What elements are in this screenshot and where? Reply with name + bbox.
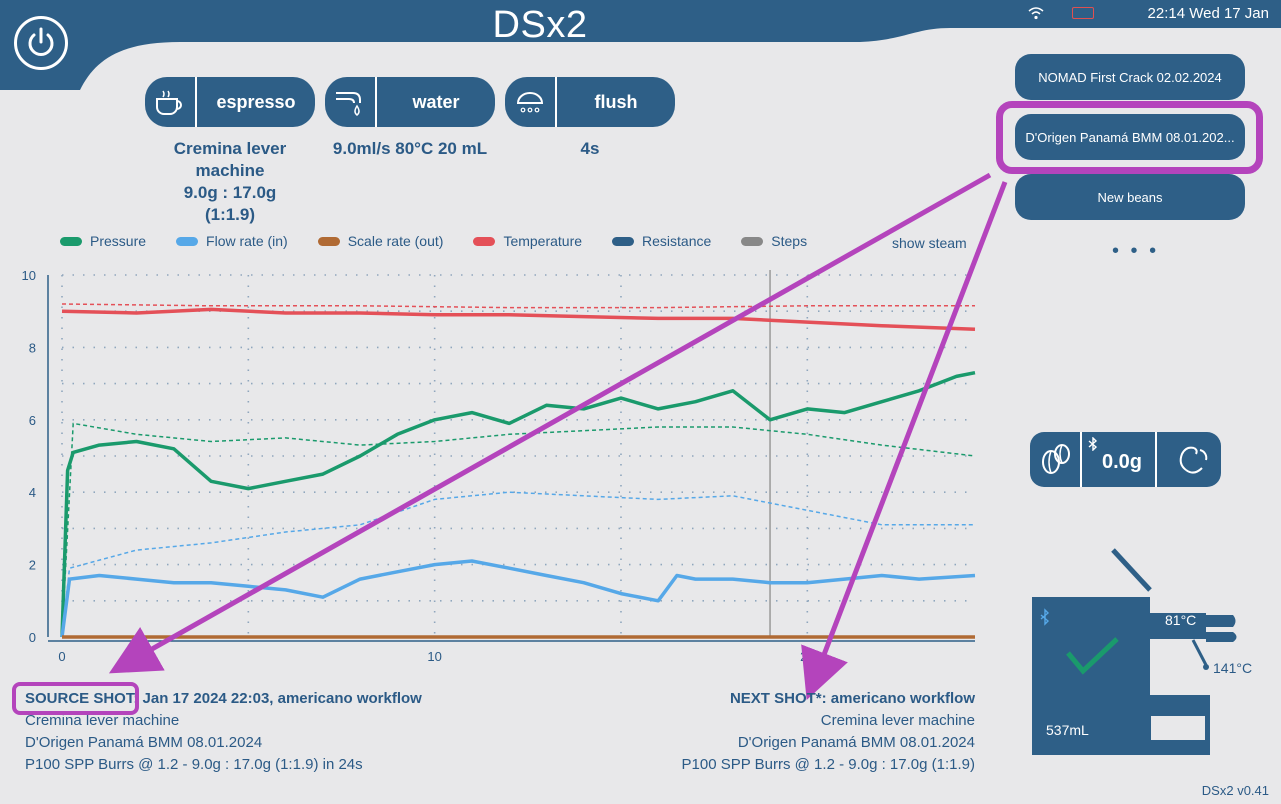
y-tick-label: 6 [29, 413, 36, 428]
app-title: DSx2 [492, 4, 588, 46]
next-shot-grind: P100 SPP Burrs @ 1.2 - 9.0g : 17.0g (1:1… [681, 756, 975, 773]
legend-flow[interactable]: Flow rate (in) [176, 233, 288, 249]
shot-chart: 0 2 4 6 8 10 0 10 20 [22, 268, 976, 664]
espresso-button[interactable]: espresso [145, 77, 315, 127]
source-shot-beans: D'Origen Panamá BMM 08.01.2024 [25, 734, 263, 751]
steam-temperature: 141°C [1213, 660, 1253, 676]
source-shot-label: SOURCE SHOT: [25, 690, 139, 707]
y-tick-label: 8 [29, 340, 36, 355]
y-tick-label: 10 [22, 268, 36, 283]
series-temperature-dashed [61, 303, 975, 309]
espresso-info: Cremina lever machine 9.0g : 17.0g (1:1.… [173, 139, 287, 224]
next-shot-head: NEXT SHOT*: americano workflow [729, 690, 975, 707]
preset-dorigen[interactable]: D'Origen Panamá BMM 08.01.202... [1015, 114, 1245, 160]
legend-swatch [612, 236, 635, 246]
bluetooth-icon [1088, 437, 1098, 451]
show-steam-toggle[interactable]: show steam [892, 235, 967, 251]
series-flow-rate-in--solid [60, 559, 976, 638]
flush-info: 4s [580, 139, 600, 158]
x-tick-label: 20 [800, 649, 814, 664]
x-tick-label: 0 [58, 649, 65, 664]
legend-steps[interactable]: Steps [741, 233, 807, 249]
legend-label: Resistance [642, 233, 712, 249]
wifi-icon [1028, 7, 1044, 20]
source-shot-highlight [12, 682, 139, 715]
water-level: 537mL [1046, 722, 1089, 738]
ready-check-icon [1066, 637, 1119, 675]
group-temperature: 81°C [1165, 612, 1197, 628]
legend-pressure[interactable]: Pressure [60, 233, 146, 249]
source-shot-info: SOURCE SHOT: Jan 17 2024 22:03, american… [25, 688, 422, 776]
app-version: DSx2 v0.41 [1201, 783, 1269, 798]
water-label: water [412, 91, 460, 112]
legend-resistance[interactable]: Resistance [612, 233, 711, 249]
power-button[interactable] [14, 16, 68, 70]
more-presets-button[interactable]: • • • [1112, 240, 1160, 262]
legend-label: Scale rate (out) [347, 233, 444, 249]
preset-nomad[interactable]: NOMAD First Crack 02.02.2024 [1015, 54, 1245, 100]
preset-new-beans[interactable]: New beans [1015, 174, 1245, 220]
espresso-label: espresso [216, 91, 296, 112]
source-shot-machine: Cremina lever machine [25, 712, 180, 729]
y-tick-label: 0 [29, 630, 36, 645]
series-temperature-solid [61, 307, 976, 332]
legend-label: Temperature [503, 233, 583, 249]
power-icon [28, 27, 54, 56]
next-shot-beans: D'Origen Panamá BMM 08.01.2024 [737, 734, 975, 751]
legend-temperature[interactable]: Temperature [473, 233, 582, 249]
battery-icon [1072, 7, 1094, 19]
top-bar [0, 0, 1281, 90]
legend-swatch [60, 236, 82, 246]
legend-swatch [317, 236, 340, 246]
legend-swatch [473, 236, 496, 246]
legend-label: Flow rate (in) [206, 233, 288, 249]
coffee-beans-icon[interactable] [1040, 442, 1072, 476]
machine-status [1032, 548, 1237, 755]
legend-label: Pressure [90, 233, 147, 249]
y-tick-label: 2 [29, 558, 36, 573]
flush-label: flush [594, 91, 638, 112]
flush-button[interactable]: flush [505, 77, 675, 127]
y-tick-label: 4 [29, 485, 36, 500]
shower-head-icon [516, 92, 544, 113]
coffee-cup-icon [156, 90, 182, 115]
legend-scale-rate[interactable]: Scale rate (out) [317, 233, 444, 249]
faucet-icon [336, 92, 361, 116]
legend-swatch [741, 236, 764, 246]
legend-swatch [176, 236, 199, 246]
water-button[interactable]: water [325, 77, 495, 127]
next-shot-machine: Cremina lever machine [820, 712, 975, 729]
scale-widget: 0.0g [1030, 432, 1221, 487]
source-shot-grind: P100 SPP Burrs @ 1.2 - 9.0g : 17.0g (1:1… [25, 756, 363, 773]
x-tick-label: 10 [427, 649, 441, 664]
series-pressure-solid [60, 370, 976, 638]
tare-timer-icon[interactable] [1176, 442, 1210, 476]
preset-highlight [996, 101, 1263, 174]
source-shot-date: Jan 17 2024 22:03, americano workflow [142, 690, 422, 707]
water-info: 9.0ml/s 80°C 20 mL [332, 139, 488, 158]
bluetooth-icon [1040, 608, 1050, 626]
scale-weight: 0.0g [1102, 451, 1143, 473]
legend-label: Steps [771, 233, 808, 249]
clock: 22:14 Wed 17 Jan [1147, 5, 1269, 22]
next-shot-info[interactable]: NEXT SHOT*: americano workflow Cremina l… [682, 688, 975, 776]
chart-legend: Pressure Flow rate (in) Scale rate (out)… [60, 233, 837, 249]
